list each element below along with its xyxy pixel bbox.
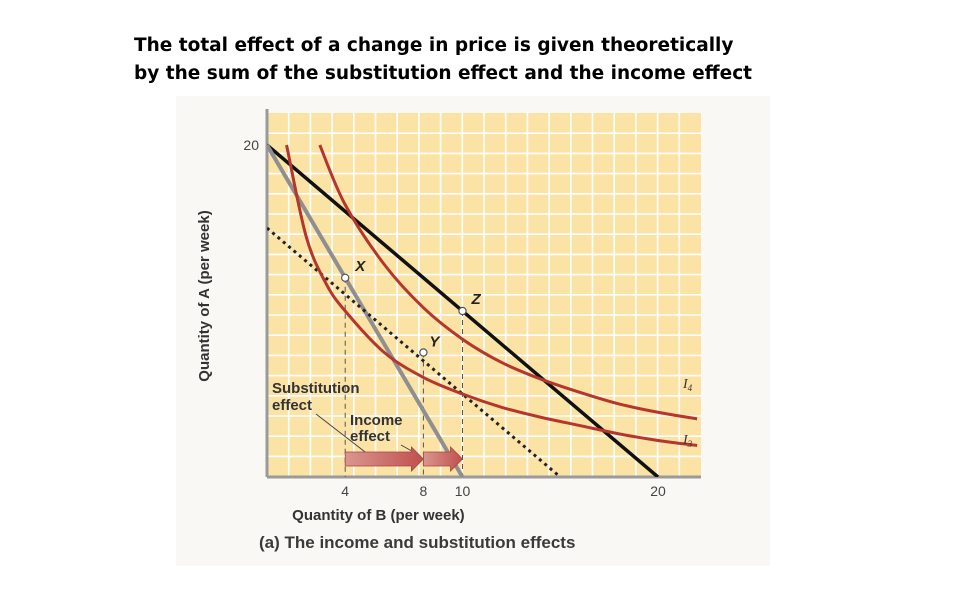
indifference-curve-i4 xyxy=(318,144,698,421)
income-effect-arrow xyxy=(423,446,464,472)
point-x xyxy=(340,273,350,282)
slide-title-line-1: The total effect of a change in price is… xyxy=(134,35,734,56)
x-tick-label: 20 xyxy=(650,483,666,499)
point-label-x: X xyxy=(354,258,366,275)
slide-title: The total effect of a change in price is… xyxy=(134,32,752,88)
y-axis-title: Quantity of A (per week) xyxy=(196,210,213,381)
compensated-budget-line xyxy=(267,226,562,477)
substitution-effect-arrow xyxy=(344,446,424,472)
curve-label-i4: I4 xyxy=(682,377,693,393)
substitution-effect-label-line-2: effect xyxy=(272,397,312,414)
point-label-y: Y xyxy=(429,334,441,351)
x-tick-label: 8 xyxy=(420,483,428,499)
figure-panel: X Y Z I4 I3 Substitution effect Income effect 4 8 1… xyxy=(176,96,770,566)
point-z xyxy=(458,306,467,316)
x-tick-label: 4 xyxy=(341,483,349,499)
figure-caption: (a) The income and substitution effects xyxy=(259,533,576,552)
income-effect-label-line-1: Income xyxy=(350,412,403,429)
substitution-effect-leader xyxy=(315,413,370,456)
point-label-z: Z xyxy=(471,291,482,308)
x-axis-title: Quantity of B (per week) xyxy=(292,507,465,524)
y-tick-label: 20 xyxy=(243,137,259,153)
slide-title-line-2: by the sum of the substitution effect an… xyxy=(134,63,752,84)
point-y xyxy=(419,348,428,357)
income-effect-label-line-2: effect xyxy=(350,428,390,445)
x-tick-label: 10 xyxy=(455,483,471,499)
substitution-effect-label-line-1: Substitution xyxy=(272,380,359,397)
curve-label-i3: I3 xyxy=(682,433,693,449)
indifference-curve-i3 xyxy=(285,144,698,447)
